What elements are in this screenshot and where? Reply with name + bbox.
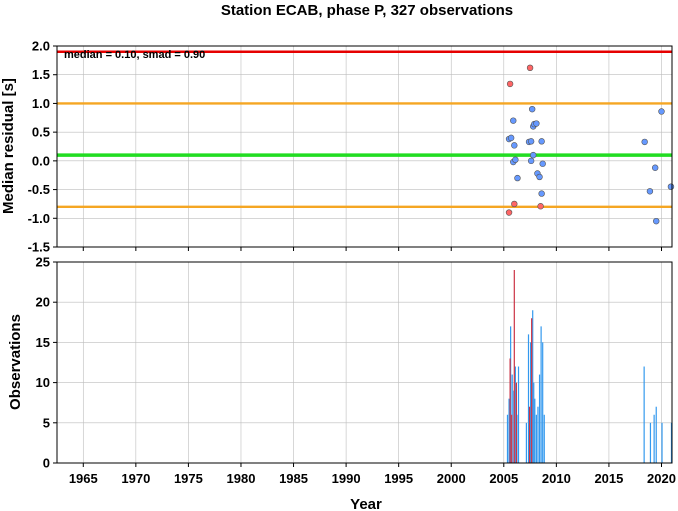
residual-point <box>653 217 660 225</box>
residual-point <box>505 209 513 216</box>
residual-point <box>646 188 654 195</box>
observations-y-tick-label: 5 <box>43 415 50 430</box>
residual-point <box>507 134 515 142</box>
observations-plot-frame <box>56 261 673 464</box>
residual-y-tick-label: -1.0 <box>28 211 50 226</box>
residual-point <box>528 105 536 113</box>
year-x-tick-label: 1965 <box>69 471 98 486</box>
residual-grid <box>57 45 672 248</box>
residual-y-tick-label: -1.5 <box>28 240 50 255</box>
residual-point <box>651 164 659 171</box>
median-smad-annotation: median = 0.10, smad = 0.90 <box>64 49 205 61</box>
residual-y-tick-label: 2.0 <box>32 39 50 54</box>
residual-point <box>530 151 537 159</box>
residual-point <box>512 156 519 163</box>
year-x-tick-label: 2020 <box>647 471 676 486</box>
year-x-tick-label: 1975 <box>174 471 203 486</box>
year-x-tick-label: 2010 <box>542 471 571 486</box>
residual-y-tick-label: 0.0 <box>32 153 50 168</box>
residual-point <box>527 138 535 145</box>
residual-point <box>533 120 540 127</box>
residual-y-tick-label: -0.5 <box>28 182 50 197</box>
residual-point <box>539 160 546 167</box>
year-x-axis-label: Year <box>350 496 382 511</box>
chart-title: Station ECAB, phase P, 327 observations <box>221 2 513 19</box>
observations-y-tick-label: 20 <box>36 295 50 310</box>
residual-points <box>505 64 675 225</box>
residual-point <box>514 174 521 182</box>
residual-point <box>511 142 518 149</box>
residual-point <box>511 200 518 208</box>
residual-point <box>538 190 545 197</box>
year-x-ticks: 1965 1970 1975 1980 1985 1990 1995 2000 2005 2010… <box>69 463 676 486</box>
observations-y-tick-label: 25 <box>36 255 50 270</box>
residual-y-ticks: 2.0 1.5 1.0 0.5 0.0 -0.5 -1.0 -1.5 <box>28 39 662 255</box>
residual-y-axis-label: Median residual [s] <box>0 78 17 214</box>
observations-y-ticks: 25 20 15 10 5 0 <box>36 255 57 471</box>
residual-point <box>536 173 543 181</box>
year-x-tick-label: 2005 <box>489 471 518 486</box>
residual-point <box>641 138 648 146</box>
residual-point <box>527 157 535 165</box>
residual-point <box>658 108 665 115</box>
observations-y-tick-label: 0 <box>43 456 50 471</box>
year-x-tick-label: 1985 <box>279 471 308 486</box>
residual-point <box>667 183 675 190</box>
residual-y-tick-label: 1.5 <box>32 67 50 82</box>
residual-point <box>538 138 545 145</box>
observations-grid <box>57 261 672 464</box>
residual-y-tick-label: 0.5 <box>32 125 50 140</box>
year-x-tick-label: 1990 <box>332 471 361 486</box>
observation-bars <box>506 270 673 463</box>
reference-lines <box>57 50 672 209</box>
residual-y-tick-label: 1.0 <box>32 96 50 111</box>
residual-point <box>537 203 544 210</box>
residual-point <box>506 80 514 88</box>
residual-plot-frame <box>56 45 673 248</box>
year-x-tick-label: 1995 <box>384 471 413 486</box>
year-x-tick-label: 1980 <box>227 471 256 486</box>
observations-y-axis-label: Observations <box>7 314 24 410</box>
observations-y-tick-label: 15 <box>36 335 50 350</box>
year-x-tick-label: 1970 <box>121 471 150 486</box>
observations-y-tick-label: 10 <box>36 375 50 390</box>
residual-point <box>526 64 534 72</box>
residual-panel: 2.0 1.5 1.0 0.5 0.0 -0.5 -1.0 -1.5 median = 0.1… <box>0 39 675 255</box>
residual-point <box>510 117 517 124</box>
year-x-tick-label: 2000 <box>437 471 466 486</box>
year-x-tick-label: 2015 <box>594 471 623 486</box>
